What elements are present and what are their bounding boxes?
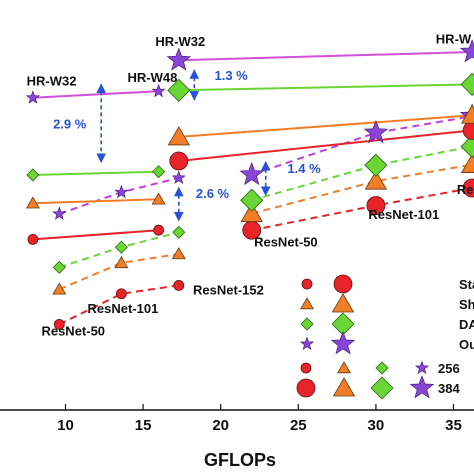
x-axis: 10 15 20 25 30 35	[0, 404, 474, 434]
shift-marker	[171, 247, 186, 260]
legend-size-label: 256	[438, 361, 460, 376]
ours-marker	[459, 39, 474, 63]
x-tick-label: 15	[135, 417, 152, 434]
legend-entry-label: Stan	[459, 277, 474, 292]
standard-marker	[53, 318, 65, 330]
x-tick-label: 30	[368, 417, 385, 434]
shift-marker	[167, 126, 190, 146]
gain-label: 2.6 %	[196, 186, 230, 201]
gain-label: 2.9 %	[53, 117, 87, 132]
gain-label: 1.4 %	[287, 161, 321, 176]
legend-size-label: 384	[438, 381, 460, 396]
legend-entry-label: DAR	[459, 317, 474, 332]
standard-marker	[296, 378, 316, 398]
ours-marker	[409, 375, 435, 399]
ours-marker	[239, 161, 265, 186]
standard-marker	[462, 178, 474, 198]
series-line-darts-384-solid	[178, 83, 473, 92]
shift-marker	[364, 170, 388, 190]
standard-marker	[301, 278, 313, 290]
darts-marker	[114, 240, 128, 254]
x-tick-label: 25	[290, 417, 307, 434]
legend-entry-label: Ours	[459, 337, 474, 352]
plot-area	[25, 39, 474, 330]
darts-marker	[152, 165, 166, 179]
standard-marker	[333, 274, 353, 294]
darts-marker	[52, 260, 66, 274]
darts-marker	[460, 72, 474, 96]
standard-marker	[462, 121, 474, 140]
standard-marker	[300, 362, 312, 374]
model-label: ResNet-152	[193, 283, 264, 298]
series-line-ours-384-solid	[178, 51, 473, 62]
standard-marker	[169, 151, 189, 171]
standard-marker	[173, 280, 185, 291]
x-tick-label: 10	[57, 417, 74, 434]
ours-marker	[114, 184, 129, 199]
shift-marker	[337, 361, 351, 374]
series-line-shift-256-solid	[32, 198, 159, 205]
series-line-shift-384-dashed	[251, 163, 473, 215]
x-axis-label: GFLOPs	[204, 450, 276, 470]
ours-marker	[299, 336, 315, 351]
legend: Stan Shift DAR Ours 256 384	[296, 274, 474, 400]
darts-marker	[167, 78, 191, 102]
shift-marker	[460, 153, 474, 173]
model-label: HR-W32	[155, 34, 205, 49]
model-label: ResNet-101	[368, 207, 439, 222]
series-line-darts-256-solid	[32, 170, 159, 176]
shift-marker	[331, 293, 355, 313]
series-line-darts-384-dashed	[251, 145, 473, 202]
series-line-ours-256-solid	[32, 90, 159, 99]
ours-marker	[363, 119, 389, 144]
series-line-standard-384-solid	[178, 129, 473, 162]
point-labels: HR-W32 HR-W48 HR-W32 HR-W ResNet-50 ResNet-10…	[27, 32, 474, 339]
x-tick-label: 35	[445, 417, 462, 434]
darts-marker	[172, 225, 186, 239]
model-label: ResNet-50	[41, 324, 105, 339]
darts-marker	[460, 134, 474, 159]
model-label: HR-W	[436, 32, 472, 47]
ours-marker	[171, 170, 186, 184]
darts-marker	[375, 361, 389, 375]
x-tick-label: 20	[212, 417, 229, 434]
standard-marker	[366, 196, 386, 215]
legend-entry-label: Shift	[459, 297, 474, 312]
darts-marker	[364, 153, 388, 177]
shift-marker	[52, 282, 67, 295]
series-line-standard-256-solid	[32, 229, 159, 241]
shift-marker	[114, 256, 129, 269]
model-label: HR-W48	[127, 70, 177, 85]
shift-marker	[460, 104, 474, 124]
shift-marker	[300, 297, 314, 310]
darts-marker	[300, 317, 314, 331]
ours-marker	[166, 47, 192, 71]
gain-label: 1.3 %	[214, 68, 248, 83]
standard-marker	[115, 288, 127, 300]
model-label: HR-W32	[27, 74, 77, 89]
ours-marker	[414, 360, 430, 375]
ours-marker	[25, 90, 40, 104]
model-label: ResNet-	[457, 182, 474, 197]
shift-marker	[25, 196, 40, 209]
ours-marker	[151, 83, 166, 98]
shift-marker	[151, 192, 166, 205]
series-line-shift-256-dashed	[58, 253, 179, 291]
darts-marker	[26, 168, 40, 182]
model-label: ResNet-101	[88, 301, 159, 316]
ours-marker	[52, 206, 67, 220]
standard-marker	[153, 224, 165, 236]
shift-marker	[332, 377, 356, 397]
darts-marker	[370, 376, 394, 400]
series-line-shift-384-solid	[178, 114, 473, 138]
standard-marker	[27, 234, 39, 245]
series-line-ours-384-dashed	[251, 115, 473, 176]
ours-marker	[330, 331, 356, 355]
model-label: ResNet-50	[254, 235, 318, 250]
gain-annotations: 1.3 % 2.9 % 2.6 % 1.4 %	[53, 68, 321, 222]
shift-marker	[240, 202, 263, 222]
darts-marker	[240, 188, 264, 212]
